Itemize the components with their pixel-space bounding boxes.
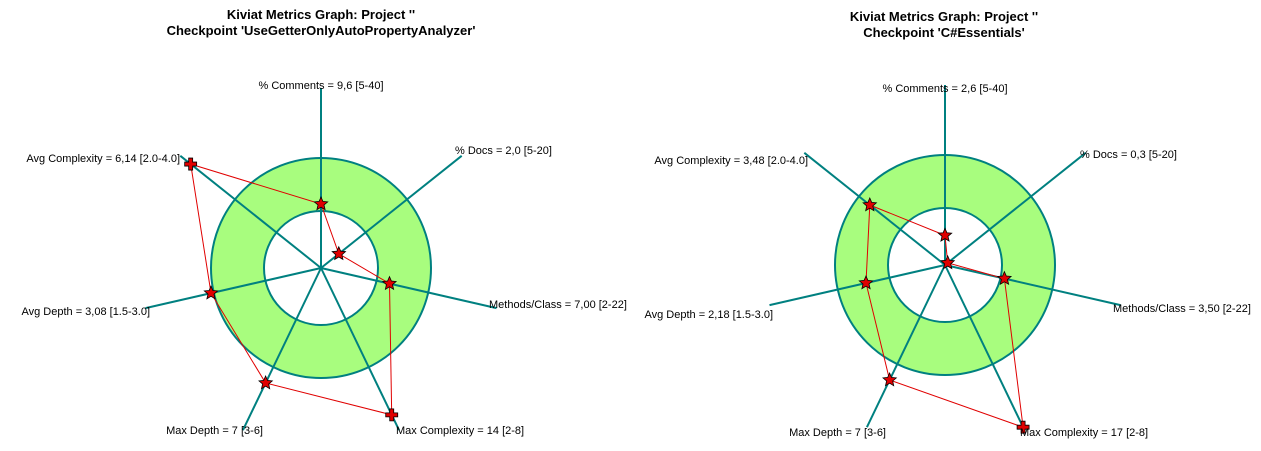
marker-star-methods-class — [996, 270, 1013, 286]
axis-max-depth — [865, 264, 946, 428]
marker-star-avg-depth — [203, 285, 219, 300]
chart-title-line1: Kiviat Metrics Graph: Project '' — [850, 9, 1038, 24]
target-range-ring — [835, 155, 1055, 375]
axis-label-avg-complexity: Avg Complexity = 6,14 [2.0-4.0] — [26, 153, 180, 165]
marker-star-comments — [313, 195, 329, 211]
axis-methods-class — [944, 264, 1121, 307]
kiviat-chart-usegetteronlyautopropertyanalyzer: Kiviat Metrics Graph: Project '' Checkpo… — [21, 7, 626, 437]
axis-methods-class — [320, 267, 497, 310]
axis-label-methods-class: Methods/Class = 7,00 [2-22] — [489, 299, 627, 311]
axis-label-comments: % Comments = 2,6 [5-40] — [882, 83, 1007, 95]
axis-label-max-complexity: Max Complexity = 17 [2-8] — [1020, 427, 1148, 439]
marker-star-max-depth — [882, 371, 898, 387]
marker-star-methods-class — [381, 275, 398, 291]
target-range-ring — [210, 157, 431, 379]
chart-title-line1: Kiviat Metrics Graph: Project '' — [227, 7, 415, 22]
axis-max-depth — [241, 267, 322, 431]
axis-label-max-depth: Max Depth = 7 [3-6] — [789, 427, 886, 439]
metrics-polygon — [190, 163, 393, 416]
marker-star-max-depth — [258, 374, 274, 390]
chart-title-line2: Checkpoint 'C#Essentials' — [863, 25, 1025, 40]
axis-docs — [320, 155, 463, 269]
axis-label-avg-depth: Avg Depth = 2,18 [1.5-3.0] — [644, 309, 773, 321]
axis-label-comments: % Comments = 9,6 [5-40] — [258, 80, 383, 92]
marker-cross-avg-complexity — [184, 157, 198, 171]
axis-avg-complexity — [179, 155, 322, 269]
axis-docs — [944, 152, 1087, 266]
axis-avg-complexity — [803, 152, 946, 266]
axis-label-methods-class: Methods/Class = 3,50 [2-22] — [1113, 303, 1251, 315]
axis-avg-depth — [769, 264, 946, 307]
metrics-polygon — [865, 204, 1024, 428]
marker-star-docs — [331, 245, 347, 261]
marker-cross-max-complexity — [385, 408, 399, 422]
axis-label-docs: % Docs = 0,3 [5-20] — [1080, 149, 1177, 161]
axis-label-docs: % Docs = 2,0 [5-20] — [455, 145, 552, 157]
marker-star-avg-depth — [858, 274, 874, 290]
chart-title-line2: Checkpoint 'UseGetterOnlyAutoPropertyAna… — [167, 23, 476, 38]
marker-star-avg-complexity — [862, 196, 878, 212]
axis-label-avg-depth: Avg Depth = 3,08 [1.5-3.0] — [21, 306, 150, 318]
axis-label-max-depth: Max Depth = 7 [3-6] — [166, 425, 263, 437]
axis-label-max-complexity: Max Complexity = 14 [2-8] — [396, 425, 524, 437]
axis-label-avg-complexity: Avg Complexity = 3,48 [2.0-4.0] — [654, 155, 808, 167]
axis-max-complexity — [944, 264, 1025, 428]
marker-cross-max-complexity — [1016, 420, 1030, 434]
kiviat-chart-csharpessentials: Kiviat Metrics Graph: Project '' Checkpo… — [644, 9, 1250, 439]
marker-star-comments — [937, 227, 953, 242]
axis-max-complexity — [320, 267, 401, 431]
axis-avg-depth — [145, 267, 322, 310]
marker-star-docs — [940, 254, 956, 270]
